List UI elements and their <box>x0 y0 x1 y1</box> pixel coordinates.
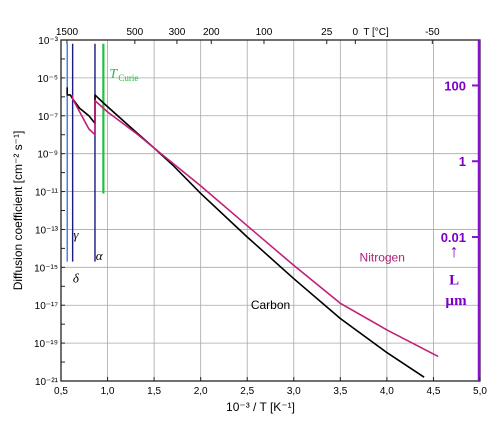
phase-boundary-lines <box>66 43 105 262</box>
nitrogen-label: Nitrogen <box>360 251 405 265</box>
top-tick-label: 200 <box>203 27 220 38</box>
right-tick-label: 0.01 <box>441 230 466 245</box>
y-axis-label: Diffusion coefficient [cm⁻² s⁻¹] <box>11 131 25 291</box>
series-curves <box>66 87 439 378</box>
y-tick-label: 10⁻⁷ <box>38 112 58 123</box>
top-tick-label: 0 <box>353 27 359 38</box>
top-tick-label: -50 <box>425 27 440 38</box>
y-tick-label: 10⁻¹⁹ <box>34 339 58 350</box>
top-tick-label: 1500 <box>56 27 79 38</box>
grid-lines <box>61 40 480 381</box>
x-tick-label: 0,5 <box>54 386 68 397</box>
series-line-carbon <box>66 87 425 378</box>
x-tick-label: 3,0 <box>287 386 301 397</box>
y-tick-label: 10⁻¹¹ <box>35 188 59 199</box>
top-tick-label: 500 <box>126 27 143 38</box>
y-tick-label: 10⁻⁹ <box>37 150 58 161</box>
x-tick-label: 2,0 <box>194 386 208 397</box>
axes-frame <box>60 39 481 382</box>
y-tick-label: 10⁻³ <box>38 36 58 47</box>
x-tick-label: 4,0 <box>380 386 394 397</box>
top-axis-label: T [°C] <box>363 27 389 38</box>
right-tick-label: 100 <box>444 78 466 93</box>
carbon-label: Carbon <box>251 298 290 312</box>
plot-frame <box>60 39 481 382</box>
x-tick-label: 1,5 <box>147 386 161 397</box>
y-tick-label: 10⁻²¹ <box>35 377 59 388</box>
y-tick-label: 10⁻⁵ <box>37 74 58 85</box>
x-tick-label: 2,5 <box>240 386 254 397</box>
top-tick-label: 300 <box>169 27 186 38</box>
arrow-up-icon: ↑ <box>450 241 459 261</box>
y-tick-label: 10⁻¹⁷ <box>35 301 59 312</box>
x-tick-label: 4,5 <box>426 386 440 397</box>
y-tick-label: 10⁻¹³ <box>35 225 59 236</box>
right-axis-unit: µm <box>445 293 467 309</box>
x-axis-label: 10⁻³ / T [K⁻¹] <box>226 400 295 414</box>
x-tick-label: 5,0 <box>473 386 487 397</box>
curie-subscript: Curie <box>118 73 138 83</box>
top-tick-label: 100 <box>256 27 273 38</box>
x-tick-label: 3,5 <box>333 386 347 397</box>
right-axis-label: L <box>449 272 459 288</box>
phase-label: α <box>96 248 104 263</box>
axis-labels: 10⁻³ / T [K⁻¹] Diffusion coefficient [cm⁻… <box>11 27 467 414</box>
top-tick-label: 25 <box>321 27 333 38</box>
y-tick-label: 10⁻¹⁵ <box>34 263 58 274</box>
phase-label: γ <box>73 227 79 242</box>
x-tick-label: 1,0 <box>101 386 115 397</box>
right-tick-label: 1 <box>459 154 466 169</box>
curie-label: T <box>109 67 118 82</box>
series-line-nitrogen <box>71 94 439 358</box>
phase-label: δ <box>73 270 80 285</box>
tick-labels: 0,5 1,0 1,5 2,0 2,5 3,0 3,5 4,0 4,5 5,010⁻³10⁻⁵10… <box>34 27 487 397</box>
